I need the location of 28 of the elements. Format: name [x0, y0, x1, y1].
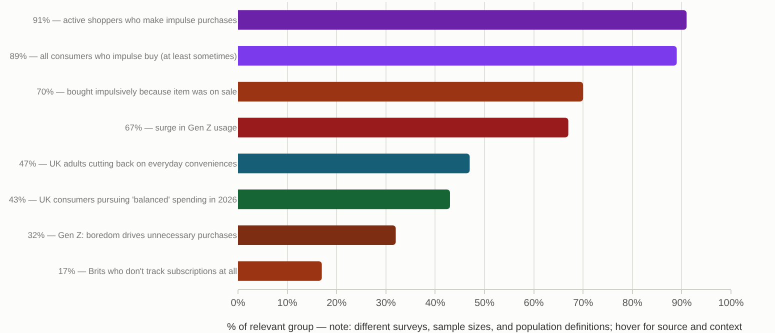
y-tick-label: 70% — bought impulsively because item was on sale	[36, 86, 238, 97]
bar	[238, 189, 450, 210]
x-tick-label: 0%	[230, 298, 246, 309]
bar	[238, 82, 584, 102]
y-tick-label: 91% — active shoppers who make impulse purchases	[32, 14, 237, 25]
y-tick-label: 89% — all consumers who impulse buy (at least sometimes)	[10, 50, 238, 61]
y-tick-label: 32% — Gen Z: boredom drives unnecessary purchases	[28, 230, 237, 240]
x-tick-label: 10%	[277, 298, 298, 309]
bar	[238, 10, 687, 30]
x-axis-title: % of relevant group — note: different surveys, sample sizes, and population definitions; hover for source and context	[226, 322, 742, 333]
y-tick-label: 67% — surge in Gen Z usage	[125, 122, 238, 133]
x-tick-label: 20%	[326, 298, 347, 309]
y-tick-label: 43% — UK consumers pursuing 'balanced' spending in 2026	[8, 194, 238, 204]
x-tick-label: 70%	[573, 298, 594, 309]
x-tick-label: 40%	[425, 298, 446, 309]
x-tick-label: 30%	[376, 298, 396, 309]
bar	[238, 225, 396, 246]
bar	[238, 118, 568, 138]
bar	[238, 261, 322, 281]
bar	[238, 154, 470, 174]
x-tick-label: 80%	[622, 298, 643, 309]
y-tick-label: 47% — UK adults cutting back on everyday conveniences	[19, 158, 237, 168]
x-tick-label: 60%	[524, 298, 544, 309]
x-tick-label: 100%	[718, 298, 744, 309]
x-tick-label: 50%	[474, 298, 495, 309]
y-tick-label: 17% — Brits who don't track subscriptions at all	[58, 266, 238, 276]
x-tick-label: 90%	[672, 298, 692, 309]
bar	[238, 46, 677, 66]
